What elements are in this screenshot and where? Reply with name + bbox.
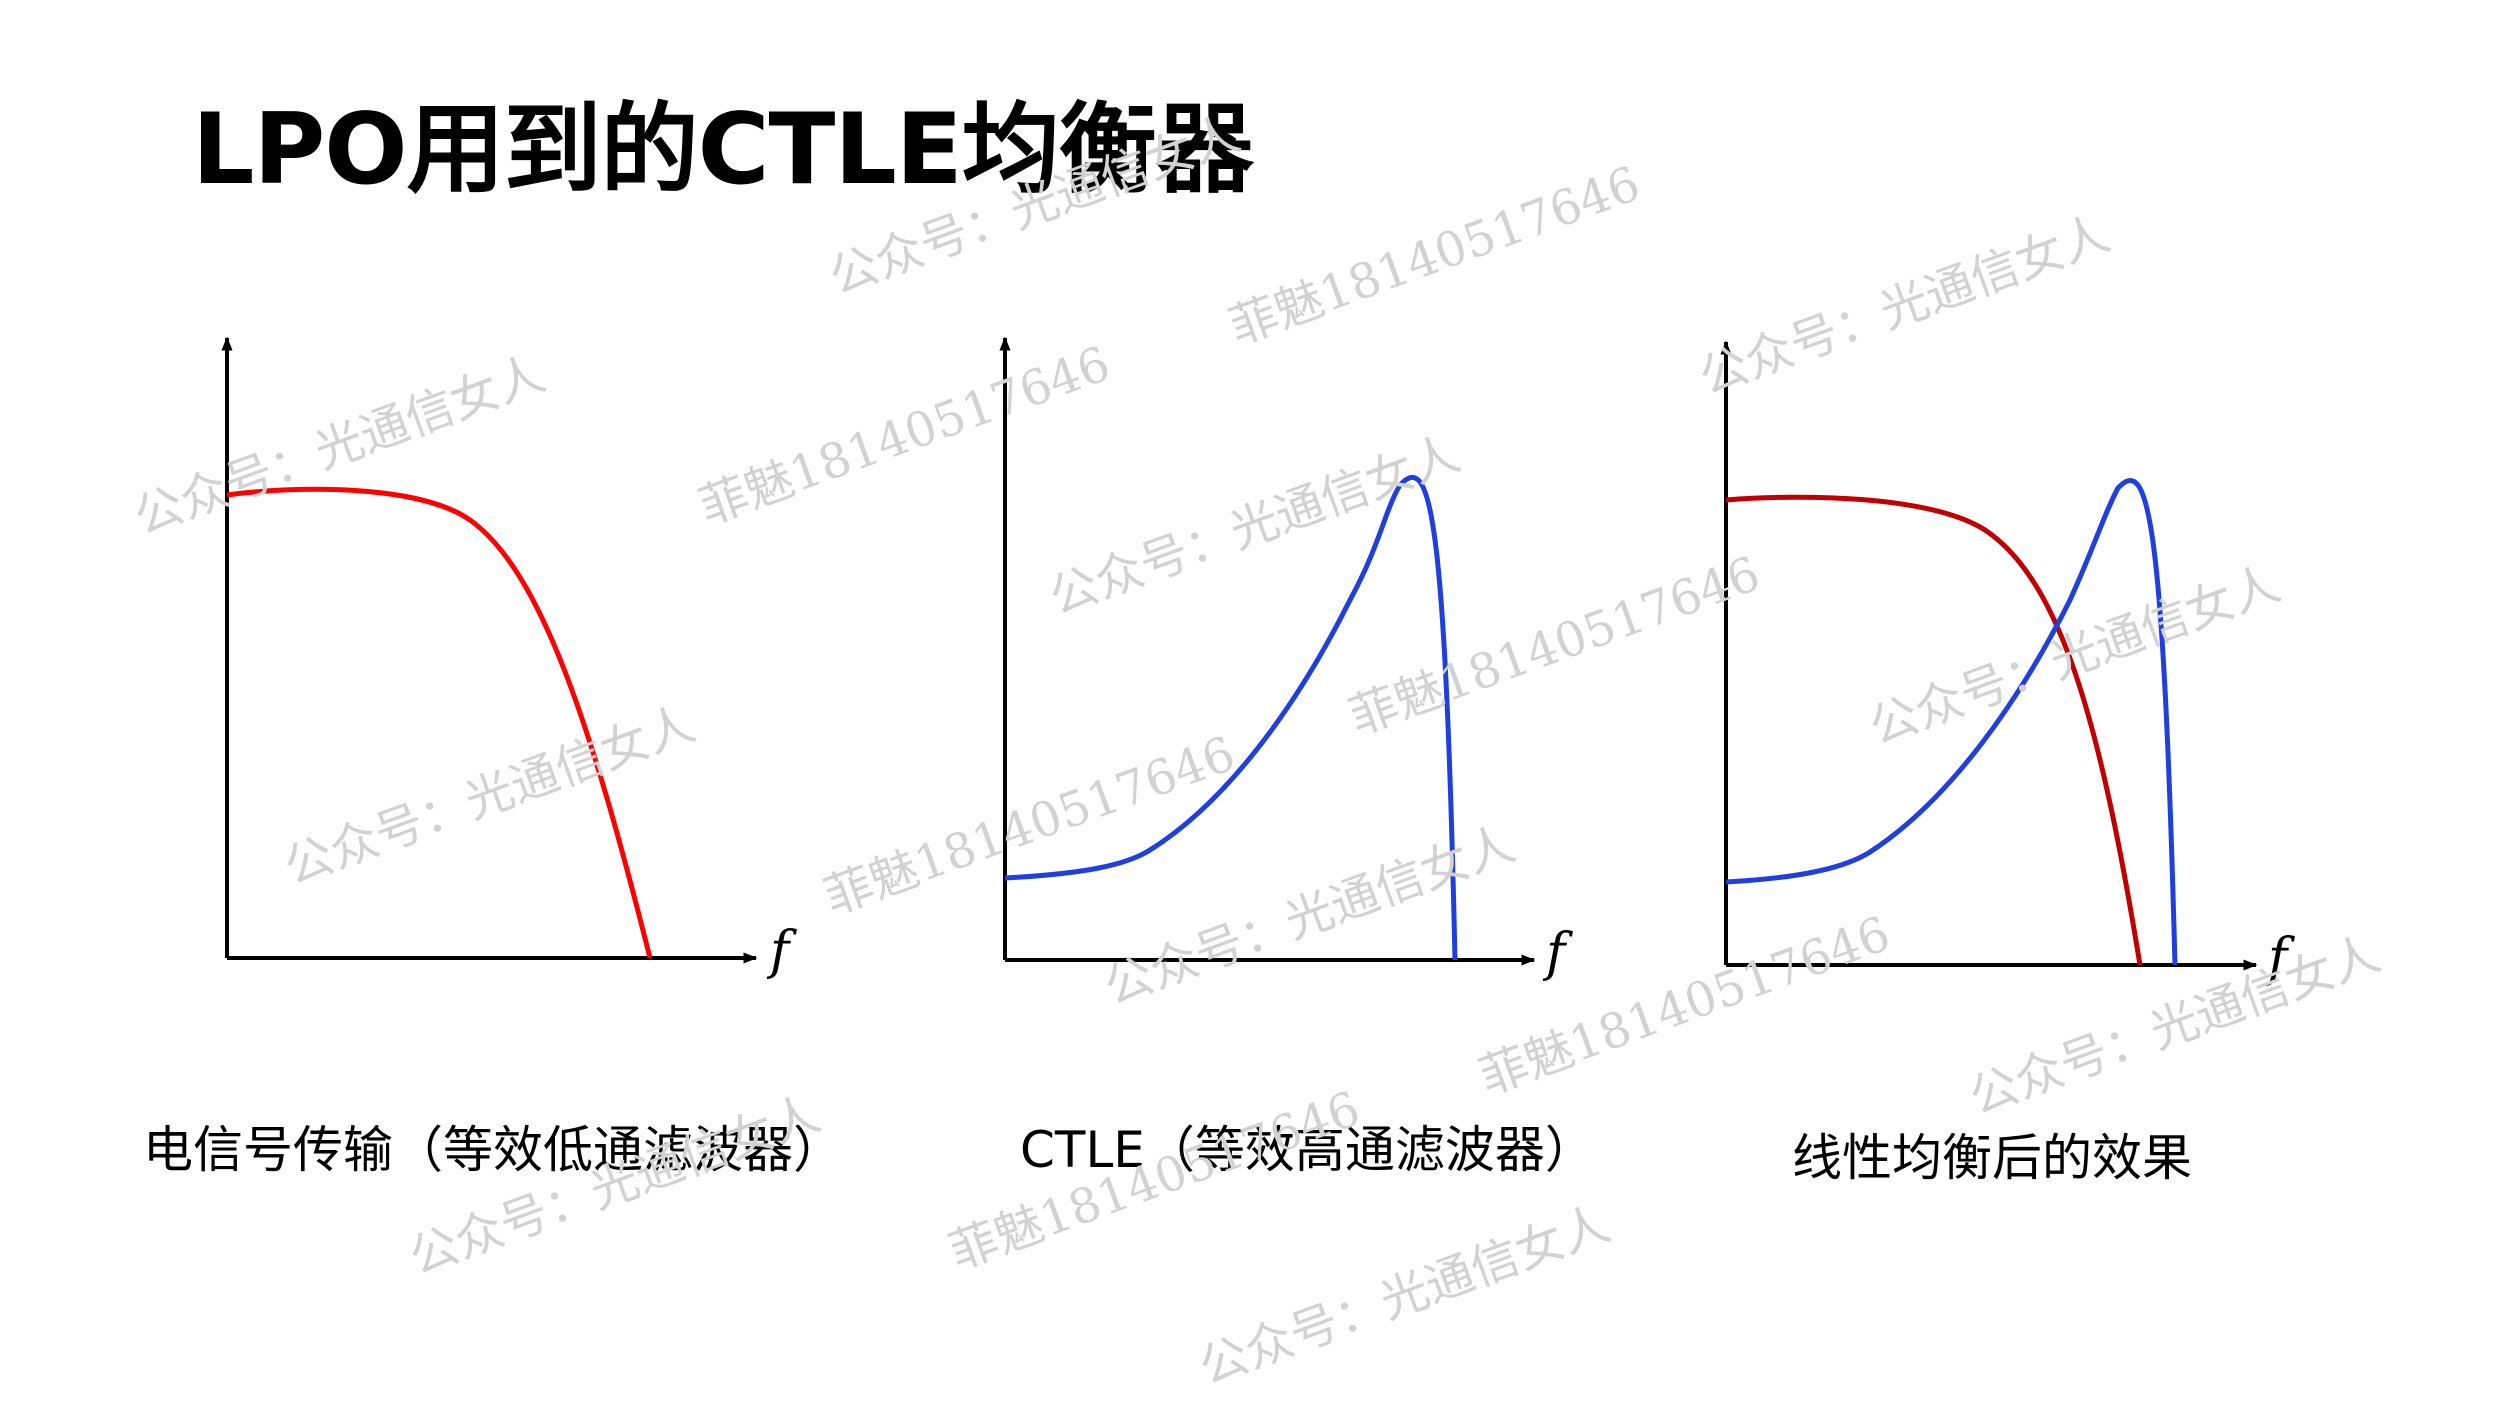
lowpass-curve [226,486,653,959]
slide-title: LPO用到的CTLE均衡器 [192,93,1254,207]
ctle-curve [1004,474,1458,961]
panel-ctle-response: f [999,336,1573,983]
caption-ctle: CTLE（等效高通滤波器） [1020,1121,1595,1179]
caption-equalized: 线性均衡后的效果 [1792,1129,2192,1187]
caption-channel: 电信号传输（等效低通滤波器） [143,1121,843,1179]
ctle-curve [1725,478,2178,966]
x-axis-label: f [2264,928,2295,988]
channel-curve [1725,494,2143,966]
panel-equalized-response: f [1720,340,2295,988]
x-axis-label: f [1542,923,1573,983]
panel-channel-response: f [221,336,797,981]
x-axis-label: f [766,921,797,981]
